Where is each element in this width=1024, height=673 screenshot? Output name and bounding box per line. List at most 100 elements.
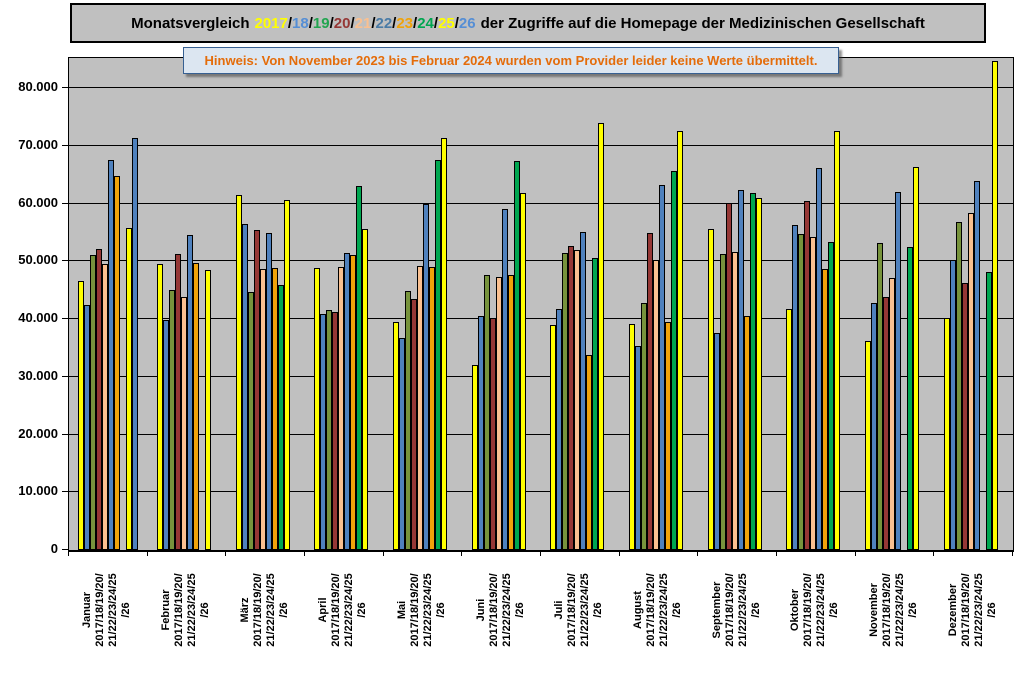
x-axis-label-line: 2017/18/19/20/ (330, 573, 343, 647)
x-axis-label-line: 21/22/23/24/25 (500, 573, 513, 647)
bar-2018-10 (792, 225, 799, 550)
x-axis-tick-mark (540, 551, 541, 556)
bar-2019-8 (641, 303, 648, 550)
bar-2018-12 (949, 260, 956, 550)
bar-group-2 (148, 58, 227, 550)
x-axis-label-line: 2017/18/19/20/ (94, 573, 107, 647)
x-axis-labels: Januar 2017/18/19/20/21/22/23/24/25/26 Feb… (68, 549, 1012, 671)
bar-2025-8 (677, 131, 684, 550)
bar-2024-10 (828, 241, 835, 550)
bar-2018-5 (399, 338, 406, 550)
y-axis-tick-mark (62, 318, 68, 319)
bar-2019-4 (326, 310, 333, 550)
bar-2017-8 (629, 323, 636, 550)
bar-2024-8 (671, 170, 678, 550)
bar-2021-9 (731, 252, 738, 550)
bar-2022-9 (737, 190, 744, 550)
x-axis-month-label-September: September 2017/18/19/20/21/22/23/24/25/26 (711, 551, 763, 669)
bar-2019-11 (877, 243, 884, 550)
x-axis-cell: August 2017/18/19/20/21/22/23/24/25/26 (619, 549, 698, 671)
title-year-separator: / (371, 14, 376, 32)
bar-2024-12 (985, 272, 992, 550)
x-axis-label-line: 21/22/23/24/25 (343, 573, 356, 647)
x-axis-tick-mark (382, 551, 384, 556)
bars-layer (69, 58, 1013, 550)
bar-2020-11 (883, 297, 890, 550)
gridline-80000 (69, 87, 1013, 89)
x-axis-cell: Februar 2017/18/19/20/21/22/23/24/25/26 (147, 549, 226, 671)
bar-2025-1 (126, 227, 133, 550)
y-axis-tick-label: 0 (50, 541, 58, 556)
title-year-separator: / (308, 14, 313, 32)
x-axis-month-label-April: April 2017/18/19/20/21/22/23/24/25/26 (317, 551, 369, 669)
x-axis-label-line: /26 (592, 602, 605, 618)
x-axis-label-line: Februar (160, 589, 173, 631)
bar-2020-8 (647, 232, 654, 550)
bar-2025-2 (205, 269, 211, 550)
x-axis-label-line: Dezember (946, 583, 959, 637)
bar-2024-7 (592, 257, 599, 550)
x-axis-cell: Juni 2017/18/19/20/21/22/23/24/25/26 (461, 549, 540, 671)
x-axis-label-line: /26 (749, 602, 762, 618)
title-year-24: 24 (417, 14, 434, 32)
x-axis-label-line: Mai (396, 600, 409, 620)
y-axis-tick-mark (62, 260, 68, 262)
x-axis-label-line: 2017/18/19/20/ (802, 573, 815, 647)
x-axis-month-label-Dezember: Dezember 2017/18/19/20/21/22/23/24/25/26 (947, 551, 999, 669)
bar-2022-5 (423, 204, 430, 550)
bar-2018-2 (163, 320, 169, 550)
bar-2017-1 (78, 281, 85, 550)
bar-2021-8 (653, 259, 660, 550)
bar-2025-3 (283, 200, 290, 550)
x-axis-cell: September 2017/18/19/20/21/22/23/24/25/26 (697, 549, 776, 671)
gridline-10000 (69, 491, 1013, 493)
x-axis-tick-mark (697, 551, 699, 556)
bar-2017-11 (865, 340, 872, 550)
bar-2021-11 (889, 278, 896, 550)
bar-2025-6 (519, 192, 526, 550)
bar-2020-10 (804, 201, 811, 550)
bar-2017-5 (393, 322, 400, 550)
x-axis-cell: März 2017/18/19/20/21/22/23/24/25/26 (225, 549, 304, 671)
bar-2022-2 (187, 235, 193, 550)
bar-2022-11 (895, 191, 902, 550)
bar-2018-6 (477, 315, 484, 550)
title-year-separator: / (454, 14, 459, 32)
y-axis-tick-mark (62, 433, 68, 435)
bar-2021-10 (810, 237, 817, 550)
x-axis-month-label-August: August 2017/18/19/20/21/22/23/24/25/26 (632, 551, 684, 669)
x-axis-label-line: 21/22/23/24/25 (264, 573, 277, 647)
x-axis-label-line: /26 (985, 602, 998, 618)
y-axis-tick-mark (62, 491, 68, 493)
x-axis-month-label-März: März 2017/18/19/20/21/22/23/24/25/26 (239, 551, 291, 669)
y-axis-tick-label: 40.000 (18, 310, 58, 325)
bar-2022-1 (108, 159, 115, 550)
bar-group-1 (69, 58, 148, 550)
bar-2025-4 (362, 228, 369, 550)
title-year-separator: / (392, 14, 397, 32)
bar-2019-12 (955, 222, 962, 550)
bar-2018-3 (241, 224, 248, 550)
x-axis-label-line: 2017/18/19/20/ (566, 573, 579, 647)
title-year-2017: 2017 (254, 14, 288, 32)
bar-2022-6 (501, 208, 508, 550)
title-year-23: 23 (396, 14, 414, 32)
bar-group-4 (305, 58, 384, 550)
y-axis-tick-label: 60.000 (18, 194, 58, 210)
title-year-26: 26 (458, 14, 476, 32)
x-axis-label-line: /26 (671, 602, 683, 618)
bar-2020-9 (725, 202, 732, 550)
y-axis-tick-mark (62, 144, 68, 146)
bar-2019-9 (719, 254, 726, 550)
bar-2022-3 (265, 232, 272, 550)
bar-2026-1 (132, 137, 139, 550)
x-axis-label-line: September (710, 581, 723, 639)
bar-2023-5 (429, 267, 436, 550)
x-axis-label-line: /26 (907, 602, 920, 618)
gridline-60000 (69, 202, 1013, 204)
title-suffix: der Zugriffe auf die Homepage der Medizi… (480, 14, 925, 32)
x-axis-label-line: 21/22/23/24/25 (736, 573, 749, 647)
bar-2017-9 (707, 228, 714, 550)
bar-2020-5 (411, 298, 418, 550)
x-axis-label-line: 2017/18/19/20/ (645, 573, 658, 647)
